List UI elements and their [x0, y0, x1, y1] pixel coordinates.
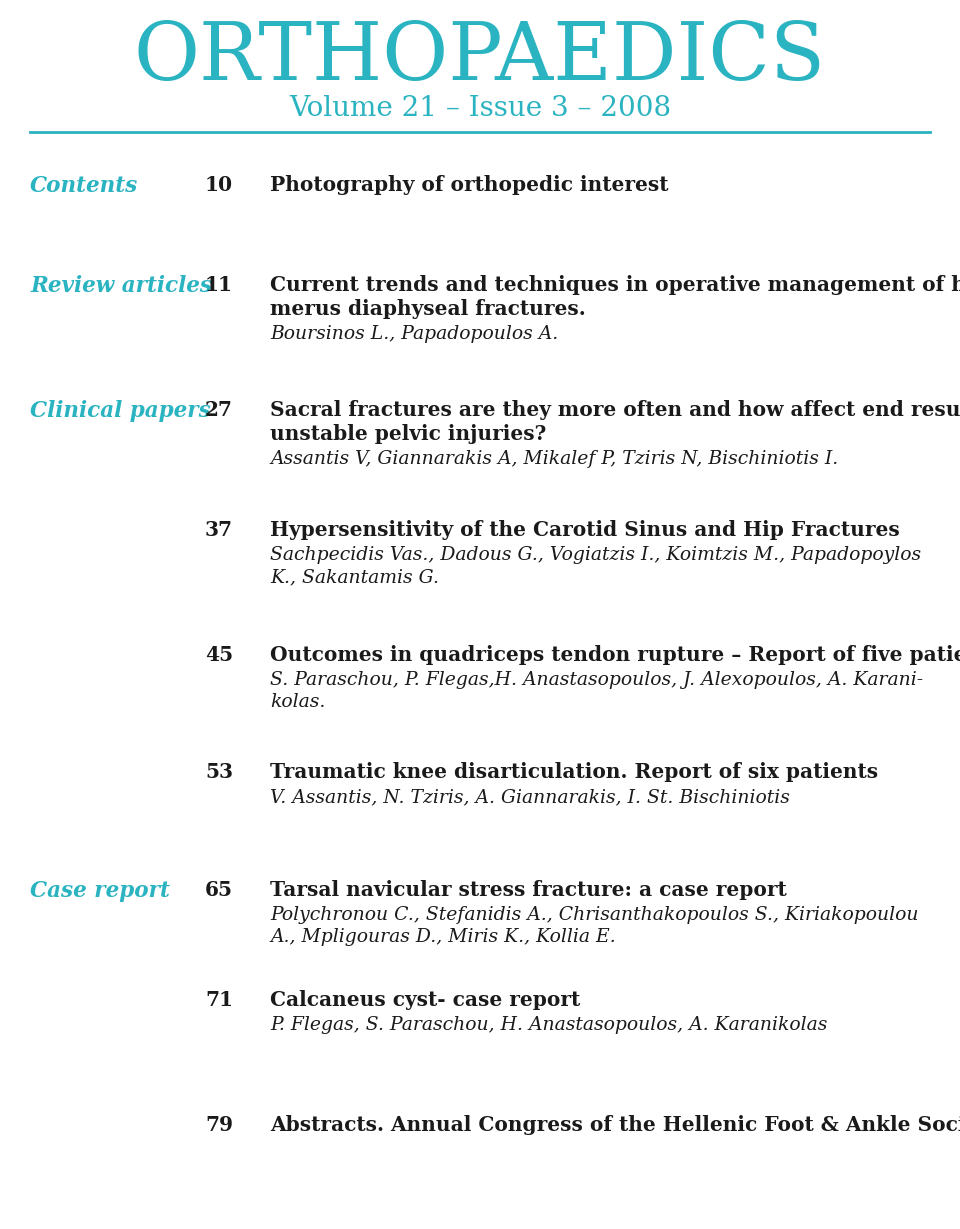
Text: ORTHOPAEDICS: ORTHOPAEDICS [134, 18, 826, 97]
Text: P. Flegas, S. Paraschou, H. Anastasopoulos, A. Karanikolas: P. Flegas, S. Paraschou, H. Anastasopoul… [270, 1016, 828, 1034]
Text: 79: 79 [205, 1115, 233, 1136]
Text: 65: 65 [205, 880, 233, 900]
Text: Calcaneus cyst- case report: Calcaneus cyst- case report [270, 991, 580, 1010]
Text: Current trends and techniques in operative management of hu-: Current trends and techniques in operati… [270, 275, 960, 295]
Text: kolas.: kolas. [270, 693, 325, 712]
Text: 45: 45 [205, 645, 233, 665]
Text: Review articles: Review articles [30, 275, 212, 297]
Text: K., Sakantamis G.: K., Sakantamis G. [270, 568, 439, 586]
Text: Sachpecidis Vas., Dadous G., Vogiatzis I., Koimtzis M., Papadopoylos: Sachpecidis Vas., Dadous G., Vogiatzis I… [270, 546, 922, 564]
Text: Assantis V, Giannarakis A, Mikalef P, Tziris N, Bischiniotis I.: Assantis V, Giannarakis A, Mikalef P, Tz… [270, 450, 838, 468]
Text: 27: 27 [205, 399, 233, 420]
Text: unstable pelvic injuries?: unstable pelvic injuries? [270, 424, 546, 444]
Text: Boursinos L., Papadopoulos A.: Boursinos L., Papadopoulos A. [270, 324, 559, 343]
Text: A., Mpligouras D., Miris K., Kollia E.: A., Mpligouras D., Miris K., Kollia E. [270, 928, 615, 946]
Text: Volume 21 – Issue 3 – 2008: Volume 21 – Issue 3 – 2008 [289, 95, 671, 122]
Text: Case report: Case report [30, 880, 170, 902]
Text: 71: 71 [205, 991, 233, 1010]
Text: Photography of orthopedic interest: Photography of orthopedic interest [270, 175, 668, 195]
Text: S. Paraschou, P. Flegas,H. Anastasopoulos, J. Alexopoulos, A. Karani-: S. Paraschou, P. Flegas,H. Anastasopoulo… [270, 671, 924, 689]
Text: Polychronou C., Stefanidis A., Chrisanthakopoulos S., Kiriakopoulou: Polychronou C., Stefanidis A., Chrisanth… [270, 906, 919, 924]
Text: 37: 37 [205, 520, 233, 540]
Text: Clinical papers: Clinical papers [30, 399, 211, 422]
Text: Traumatic knee disarticulation. Report of six patients: Traumatic knee disarticulation. Report o… [270, 762, 878, 782]
Text: Contents: Contents [30, 175, 138, 197]
Text: V. Assantis, N. Tziris, A. Giannarakis, I. St. Bischiniotis: V. Assantis, N. Tziris, A. Giannarakis, … [270, 788, 790, 806]
Text: 53: 53 [205, 762, 233, 782]
Text: Hypersensitivity of the Carotid Sinus and Hip Fractures: Hypersensitivity of the Carotid Sinus an… [270, 520, 900, 540]
Text: merus diaphyseal fractures.: merus diaphyseal fractures. [270, 299, 586, 320]
Text: Outcomes in quadriceps tendon rupture – Report of five patients.: Outcomes in quadriceps tendon rupture – … [270, 645, 960, 665]
Text: Tarsal navicular stress fracture: a case report: Tarsal navicular stress fracture: a case… [270, 880, 787, 900]
Text: Sacral fractures are they more often and how affect end result in: Sacral fractures are they more often and… [270, 399, 960, 420]
Text: 11: 11 [205, 275, 233, 295]
Text: 10: 10 [205, 175, 233, 195]
Text: Abstracts. Annual Congress of the Hellenic Foot & Ankle Society: Abstracts. Annual Congress of the Hellen… [270, 1115, 960, 1136]
